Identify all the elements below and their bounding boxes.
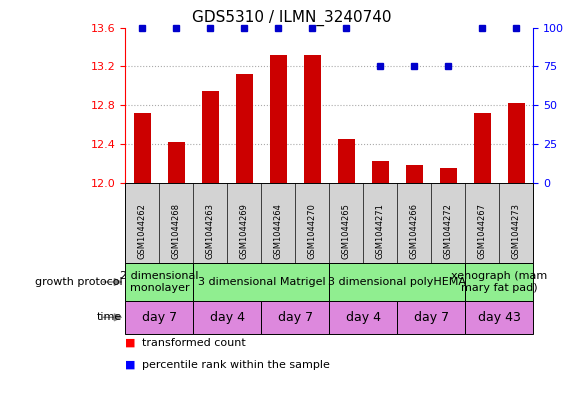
Text: ■: ■ (125, 360, 136, 369)
Text: GSM1044263: GSM1044263 (206, 204, 215, 259)
Text: GSM1044271: GSM1044271 (376, 204, 385, 259)
Text: GSM1044266: GSM1044266 (410, 204, 419, 259)
Bar (236, 74, 253, 183)
Text: GSM1044267: GSM1044267 (478, 204, 487, 259)
Text: GSM1044265: GSM1044265 (342, 204, 351, 259)
Text: ■: ■ (125, 338, 136, 348)
Text: growth protocol: growth protocol (35, 277, 122, 287)
Text: GSM1044264: GSM1044264 (274, 204, 283, 259)
Bar (338, 139, 355, 183)
Text: GSM1044269: GSM1044269 (240, 204, 249, 259)
Bar (270, 55, 287, 183)
Bar (304, 55, 321, 183)
Text: GSM1044273: GSM1044273 (512, 204, 521, 259)
Text: GSM1044268: GSM1044268 (172, 204, 181, 259)
Text: 3 dimensional polyHEMA: 3 dimensional polyHEMA (328, 277, 466, 287)
Text: day 7: day 7 (414, 311, 449, 324)
Text: xenograph (mam
mary fat pad): xenograph (mam mary fat pad) (451, 271, 547, 293)
Bar (202, 90, 219, 183)
Bar (372, 162, 389, 183)
Text: GSM1044272: GSM1044272 (444, 204, 453, 259)
Text: GSM1044262: GSM1044262 (138, 204, 147, 259)
Text: transformed count: transformed count (142, 338, 245, 348)
Text: GDS5310 / ILMN_3240740: GDS5310 / ILMN_3240740 (192, 10, 391, 26)
Text: time: time (97, 312, 122, 322)
Text: percentile rank within the sample: percentile rank within the sample (142, 360, 329, 369)
Text: day 7: day 7 (142, 311, 177, 324)
Text: 2 dimensional
monolayer: 2 dimensional monolayer (120, 271, 199, 293)
Text: day 4: day 4 (210, 311, 245, 324)
Bar (440, 168, 457, 183)
Bar (508, 103, 525, 183)
Bar (406, 165, 423, 183)
Text: day 4: day 4 (346, 311, 381, 324)
Text: GSM1044270: GSM1044270 (308, 204, 317, 259)
Text: 3 dimensional Matrigel: 3 dimensional Matrigel (198, 277, 325, 287)
Bar (474, 113, 491, 183)
Text: day 7: day 7 (278, 311, 313, 324)
Bar (134, 113, 151, 183)
Text: day 43: day 43 (478, 311, 521, 324)
Bar (168, 142, 185, 183)
